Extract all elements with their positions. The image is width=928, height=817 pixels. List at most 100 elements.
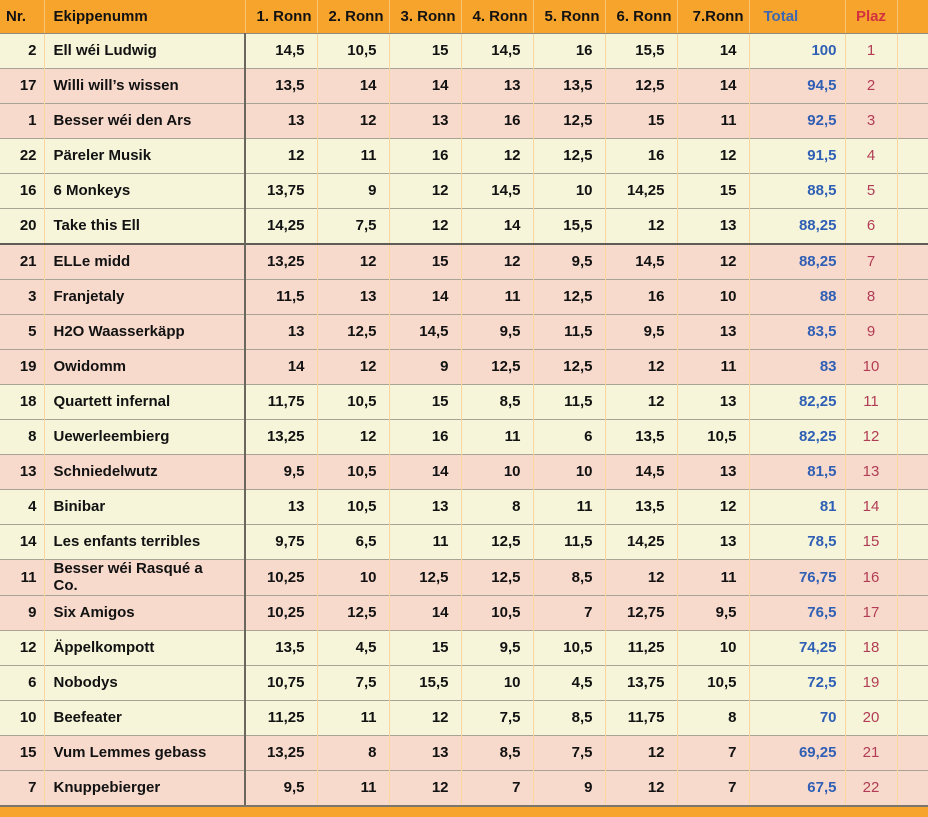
team-name-cell: 6 Monkeys bbox=[43, 173, 246, 209]
round-score-cell: 12 bbox=[316, 419, 389, 455]
round-score-cell: 8 bbox=[316, 734, 389, 770]
round-score-cell: 14,25 bbox=[244, 208, 317, 244]
round-score-cell: 15 bbox=[388, 384, 461, 420]
round-score-cell: 13,25 bbox=[244, 734, 317, 770]
spacer-cell bbox=[896, 208, 928, 244]
team-number-cell: 20 bbox=[0, 208, 44, 244]
round-score-cell: 13,25 bbox=[244, 419, 317, 455]
round-score-cell: 9,5 bbox=[676, 594, 749, 630]
total-score-cell: 78,5 bbox=[748, 524, 845, 560]
round-score-cell: 12 bbox=[388, 769, 461, 807]
round-score-cell: 15 bbox=[604, 103, 677, 139]
place-cell: 9 bbox=[844, 314, 897, 350]
team-name-cell: Binibar bbox=[43, 489, 246, 525]
team-number-cell: 18 bbox=[0, 384, 44, 420]
column-header-team: Ekippenumm bbox=[43, 0, 245, 34]
column-header-round3: 3. Ronn bbox=[388, 0, 461, 34]
round-score-cell: 12,5 bbox=[532, 138, 605, 174]
round-score-cell: 14,5 bbox=[460, 33, 533, 69]
round-score-cell: 13 bbox=[676, 314, 749, 350]
column-header-round1: 1. Ronn bbox=[244, 0, 317, 34]
round-score-cell: 11 bbox=[676, 103, 749, 139]
round-score-cell: 12,5 bbox=[388, 559, 461, 595]
table-row: 21 ELLe midd 13,25 12 15 12 9,5 14,5 12 88,25 7 bbox=[0, 243, 928, 280]
place-cell: 15 bbox=[844, 524, 897, 560]
spacer-cell bbox=[896, 454, 928, 490]
team-number-cell: 12 bbox=[0, 629, 44, 665]
spacer-cell bbox=[896, 699, 928, 735]
round-score-cell: 13,75 bbox=[604, 664, 677, 700]
round-score-cell: 10,5 bbox=[676, 664, 749, 700]
team-name-cell: Ell wéi Ludwig bbox=[43, 33, 246, 69]
round-score-cell: 10,5 bbox=[460, 594, 533, 630]
table-row: 5 H2O Waasserkäpp 13 12,5 14,5 9,5 11,5 9,5 13 83… bbox=[0, 314, 928, 350]
round-score-cell: 10 bbox=[532, 173, 605, 209]
team-number-cell: 4 bbox=[0, 489, 44, 525]
total-score-cell: 91,5 bbox=[748, 138, 845, 174]
team-name-cell: ELLe midd bbox=[43, 243, 246, 280]
spacer-cell bbox=[896, 489, 928, 525]
place-cell: 3 bbox=[844, 103, 897, 139]
round-score-cell: 14 bbox=[388, 279, 461, 315]
round-score-cell: 12 bbox=[676, 138, 749, 174]
round-score-cell: 13 bbox=[388, 103, 461, 139]
total-score-cell: 81,5 bbox=[748, 454, 845, 490]
round-score-cell: 15 bbox=[388, 33, 461, 69]
total-score-cell: 81 bbox=[748, 489, 845, 525]
round-score-cell: 10 bbox=[532, 454, 605, 490]
round-score-cell: 7,5 bbox=[316, 208, 389, 244]
round-score-cell: 7,5 bbox=[532, 734, 605, 770]
place-cell: 17 bbox=[844, 594, 897, 630]
team-name-cell: Six Amigos bbox=[43, 594, 246, 630]
round-score-cell: 10 bbox=[316, 559, 389, 595]
round-score-cell: 7 bbox=[676, 734, 749, 770]
round-score-cell: 12 bbox=[316, 243, 389, 280]
round-score-cell: 8,5 bbox=[532, 699, 605, 735]
team-name-cell: Vum Lemmes gebass bbox=[43, 734, 246, 770]
spacer-cell bbox=[896, 33, 928, 69]
spacer-cell bbox=[896, 559, 928, 595]
spacer-cell bbox=[896, 349, 928, 385]
team-number-cell: 22 bbox=[0, 138, 44, 174]
table-row: 8 Uewerleembierg 13,25 12 16 11 6 13,5 10,5 82,25… bbox=[0, 419, 928, 455]
round-score-cell: 14 bbox=[316, 68, 389, 104]
round-score-cell: 11,25 bbox=[604, 629, 677, 665]
table-row: 19 Owidomm 14 12 9 12,5 12,5 12 11 83 10 bbox=[0, 349, 928, 385]
round-score-cell: 13,5 bbox=[604, 489, 677, 525]
round-score-cell: 12 bbox=[604, 559, 677, 595]
round-score-cell: 10,25 bbox=[244, 594, 317, 630]
round-score-cell: 8 bbox=[676, 699, 749, 735]
round-score-cell: 14 bbox=[244, 349, 317, 385]
round-score-cell: 12 bbox=[676, 489, 749, 525]
round-score-cell: 13,75 bbox=[244, 173, 317, 209]
place-cell: 8 bbox=[844, 279, 897, 315]
round-score-cell: 15,5 bbox=[388, 664, 461, 700]
round-score-cell: 16 bbox=[604, 279, 677, 315]
total-score-cell: 76,5 bbox=[748, 594, 845, 630]
round-score-cell: 11 bbox=[316, 699, 389, 735]
round-score-cell: 12,5 bbox=[460, 524, 533, 560]
spacer-cell bbox=[896, 664, 928, 700]
team-name-cell: Quartett infernal bbox=[43, 384, 246, 420]
team-name-cell: Les enfants terribles bbox=[43, 524, 246, 560]
round-score-cell: 7,5 bbox=[460, 699, 533, 735]
round-score-cell: 15 bbox=[388, 629, 461, 665]
round-score-cell: 12 bbox=[604, 734, 677, 770]
round-score-cell: 10,5 bbox=[532, 629, 605, 665]
round-score-cell: 9 bbox=[316, 173, 389, 209]
round-score-cell: 10,75 bbox=[244, 664, 317, 700]
total-score-cell: 88,25 bbox=[748, 243, 845, 280]
round-score-cell: 14,5 bbox=[388, 314, 461, 350]
round-score-cell: 14,5 bbox=[604, 243, 677, 280]
team-name-cell: Besser wéi Rasqué a Co. bbox=[43, 559, 246, 595]
header-row: Nr. Ekippenumm 1. Ronn 2. Ronn 3. Ronn 4… bbox=[0, 0, 928, 34]
team-name-cell: Willi will’s wissen bbox=[43, 68, 246, 104]
round-score-cell: 12,5 bbox=[316, 594, 389, 630]
round-score-cell: 7 bbox=[676, 769, 749, 807]
round-score-cell: 12,75 bbox=[604, 594, 677, 630]
round-score-cell: 13 bbox=[676, 384, 749, 420]
table-row: 3 Franjetaly 11,5 13 14 11 12,5 16 10 88 8 bbox=[0, 279, 928, 315]
round-score-cell: 12 bbox=[460, 138, 533, 174]
place-cell: 12 bbox=[844, 419, 897, 455]
place-cell: 22 bbox=[844, 769, 897, 807]
